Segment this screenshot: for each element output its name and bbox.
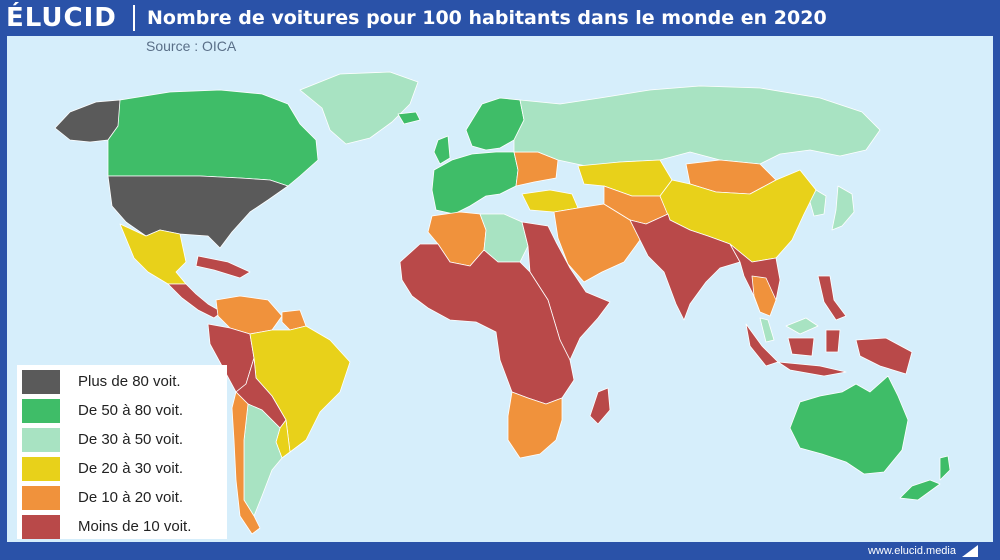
legend-label: De 20 à 30 voit. xyxy=(78,460,184,477)
legend-swatch xyxy=(22,428,60,452)
region-indonesia xyxy=(745,323,913,377)
region-japan xyxy=(831,185,855,231)
source-note: Source : OICA xyxy=(146,38,237,54)
legend-swatch xyxy=(22,370,60,394)
map-area: Source : OICA Plus de 80 voit. De 50 à 8… xyxy=(7,36,993,542)
header-bar: ÉLUCID Nombre de voitures pour 100 habit… xyxy=(0,0,1000,36)
region-sub-saharan-africa xyxy=(399,243,575,405)
region-south-asia xyxy=(629,213,741,321)
footer-bar: www.elucid.media xyxy=(0,542,1000,560)
region-canada xyxy=(107,89,319,187)
region-usa xyxy=(107,175,289,249)
region-greenland xyxy=(299,71,419,145)
region-uk xyxy=(433,135,451,165)
legend-swatch xyxy=(22,399,60,423)
region-russia xyxy=(513,85,881,167)
region-caribbean xyxy=(195,255,251,279)
region-middle-east xyxy=(553,203,641,283)
legend-swatch xyxy=(22,457,60,481)
legend-swatch xyxy=(22,515,60,539)
region-western-europe xyxy=(431,151,519,215)
region-malaysia xyxy=(759,317,819,343)
region-new-zealand xyxy=(899,455,951,501)
region-korea xyxy=(809,189,827,217)
region-mexico xyxy=(119,223,187,285)
footer-url: www.elucid.media xyxy=(867,545,956,557)
region-thailand xyxy=(751,275,777,317)
legend-label: Plus de 80 voit. xyxy=(78,373,181,390)
legend-label: De 30 à 50 voit. xyxy=(78,431,184,448)
elucid-mark-icon xyxy=(962,545,978,557)
legend: Plus de 80 voit. De 50 à 80 voit. De 30 … xyxy=(17,365,227,539)
region-southern-africa xyxy=(507,391,563,459)
legend-swatch xyxy=(22,486,60,510)
region-madagascar xyxy=(589,387,611,425)
legend-label: Moins de 10 voit. xyxy=(78,518,192,535)
map-title: Nombre de voitures pour 100 habitants da… xyxy=(147,7,827,29)
legend-label: De 50 à 80 voit. xyxy=(78,402,184,419)
region-turkey xyxy=(521,189,579,213)
logo-separator xyxy=(133,5,135,31)
elucid-logo: ÉLUCID xyxy=(6,3,117,33)
region-iceland xyxy=(397,111,421,125)
legend-label: De 10 à 20 voit. xyxy=(78,489,184,506)
region-philippines xyxy=(817,275,847,321)
region-chile xyxy=(231,391,261,535)
region-australia xyxy=(789,375,909,475)
